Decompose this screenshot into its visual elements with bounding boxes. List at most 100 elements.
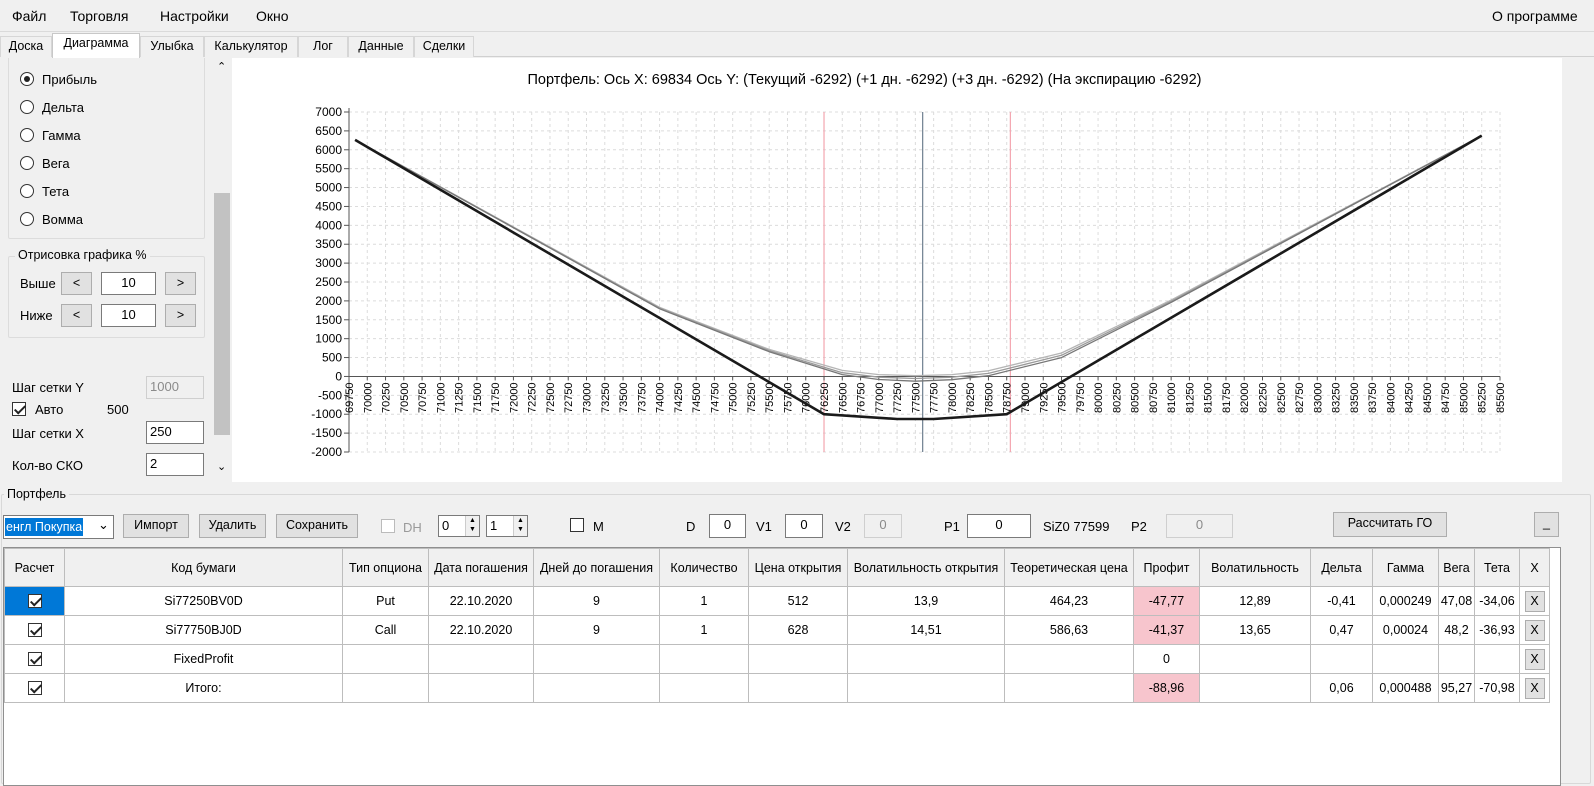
remove-row-button[interactable]: X: [1524, 619, 1545, 641]
remove-row-button[interactable]: X: [1524, 648, 1545, 670]
scroll-down-icon[interactable]: ⌄: [217, 461, 227, 473]
tab-deals[interactable]: Сделки: [414, 36, 474, 57]
spin-arrows-icon[interactable]: ▲ ▼: [513, 516, 527, 536]
column-header[interactable]: Гамма: [1372, 548, 1439, 587]
table-cell: 14,51: [847, 615, 1005, 645]
sko-field[interactable]: 2: [146, 453, 204, 476]
x-tick-label: 75000: [728, 382, 740, 413]
calc-checkbox-cell[interactable]: [4, 644, 65, 674]
x-tick-label: 77500: [910, 382, 922, 413]
remove-row-button[interactable]: X: [1524, 677, 1545, 699]
p2-field[interactable]: 0: [1166, 514, 1233, 538]
menu-window[interactable]: Окно: [256, 8, 289, 24]
table-row[interactable]: FixedProfit 0 X: [4, 644, 1550, 674]
p1-field[interactable]: 0: [967, 514, 1031, 538]
v2-field[interactable]: 0: [864, 514, 902, 538]
above-value-field[interactable]: 10: [101, 272, 156, 295]
x-tick-label: 73500: [618, 382, 630, 413]
spin-value: 1: [490, 518, 498, 533]
scroll-up-icon[interactable]: ⌃: [217, 61, 227, 73]
radio-profit[interactable]: Прибыль: [20, 70, 140, 90]
remove-cell[interactable]: X: [1519, 615, 1550, 645]
calc-checkbox-cell[interactable]: [4, 673, 65, 703]
table-cell: [847, 673, 1005, 703]
tab-diagram[interactable]: Диаграмма: [52, 33, 140, 58]
auto-checkbox[interactable]: [12, 402, 26, 416]
calc-checkbox[interactable]: [27, 652, 42, 667]
remove-cell[interactable]: X: [1519, 673, 1550, 703]
column-header[interactable]: Тета: [1474, 548, 1520, 587]
calc-checkbox[interactable]: [27, 681, 42, 696]
grid-y-field[interactable]: 1000: [146, 376, 204, 399]
calc-checkbox-cell[interactable]: [4, 615, 65, 645]
spin-field-1[interactable]: 0 ▲ ▼: [438, 515, 480, 537]
strategy-select[interactable]: енгл Покупка ⌄: [3, 515, 114, 539]
calc-margin-button[interactable]: Рассчитать ГО: [1333, 512, 1447, 537]
x-tick-label: 77000: [874, 382, 886, 413]
m-checkbox[interactable]: [570, 518, 584, 532]
radio-button-icon: [20, 156, 34, 170]
dh-checkbox[interactable]: [381, 519, 395, 533]
below-decrease-button[interactable]: <: [61, 304, 92, 327]
below-increase-button[interactable]: >: [165, 304, 196, 327]
menu-about[interactable]: О программе: [1492, 8, 1578, 24]
column-header[interactable]: Дельта: [1310, 548, 1373, 587]
remove-row-button[interactable]: X: [1524, 590, 1545, 612]
column-header[interactable]: Расчет: [4, 548, 65, 587]
delete-button[interactable]: Удалить: [199, 514, 266, 538]
calc-checkbox[interactable]: [27, 594, 42, 609]
x-tick-label: 73250: [600, 382, 612, 413]
table-row[interactable]: Si77750BJ0D Call 22.10.2020 9 1 628 14,51 586,6…: [4, 615, 1550, 645]
menu-file[interactable]: Файл: [12, 8, 47, 24]
menu-settings[interactable]: Настройки: [160, 8, 229, 24]
remove-cell[interactable]: X: [1519, 644, 1550, 674]
above-increase-button[interactable]: >: [165, 272, 196, 295]
column-header[interactable]: Вега: [1438, 548, 1475, 587]
column-header[interactable]: Волатильность открытия: [847, 548, 1005, 587]
y-tick-label: 3500: [315, 237, 342, 251]
settings-scrollbar[interactable]: ⌃ ⌄: [213, 58, 231, 482]
table-row[interactable]: Si77250BV0D Put 22.10.2020 9 1 512 13,9 464,23-…: [4, 586, 1550, 616]
minimize-panel-button[interactable]: _: [1534, 512, 1559, 537]
radio-vomma[interactable]: Вомма: [20, 210, 140, 230]
column-header[interactable]: Дата погашения: [428, 548, 534, 587]
column-header[interactable]: X: [1519, 548, 1550, 587]
tab-log[interactable]: Лог: [298, 36, 348, 57]
import-button[interactable]: Импорт: [123, 514, 189, 538]
tab-calculator[interactable]: Калькулятор: [204, 36, 298, 57]
x-tick-label: 81250: [1184, 382, 1196, 413]
x-tick-label: 72500: [545, 382, 557, 413]
tab-board[interactable]: Доска: [0, 36, 52, 57]
column-header[interactable]: Дней до погашения: [533, 548, 660, 587]
column-header[interactable]: Цена открытия: [748, 548, 848, 587]
spin-field-2[interactable]: 1 ▲ ▼: [486, 515, 528, 537]
x-tick-label: 78000: [947, 382, 959, 413]
save-button[interactable]: Сохранить: [276, 514, 358, 538]
menu-trading[interactable]: Торговля: [70, 8, 129, 24]
column-header[interactable]: Тип опциона: [342, 548, 429, 587]
column-header[interactable]: Теоретическая цена: [1004, 548, 1134, 587]
column-header[interactable]: Профит: [1133, 548, 1200, 587]
tab-smile[interactable]: Улыбка: [140, 36, 204, 57]
radio-vega[interactable]: Вега: [20, 154, 140, 174]
calc-checkbox[interactable]: [27, 623, 42, 638]
below-value-field[interactable]: 10: [101, 304, 156, 327]
grid-x-field[interactable]: 250: [146, 421, 204, 444]
calc-checkbox-cell[interactable]: [4, 586, 65, 616]
radio-gamma[interactable]: Гамма: [20, 126, 140, 146]
radio-theta[interactable]: Тета: [20, 182, 140, 202]
table-row[interactable]: Итого: -88,96 0,06 0,000488 95,27 -70,98 X: [4, 673, 1550, 703]
y-tick-label: 5000: [315, 181, 342, 195]
v1-field[interactable]: 0: [785, 514, 823, 538]
tab-data[interactable]: Данные: [348, 36, 414, 57]
radio-delta[interactable]: Дельта: [20, 98, 140, 118]
column-header[interactable]: Волатильность: [1199, 548, 1311, 587]
column-header[interactable]: Количество: [659, 548, 749, 587]
d-field[interactable]: 0: [709, 514, 746, 538]
remove-cell[interactable]: X: [1519, 586, 1550, 616]
spin-arrows-icon[interactable]: ▲ ▼: [465, 516, 479, 536]
column-header[interactable]: Код бумаги: [64, 548, 343, 587]
above-decrease-button[interactable]: <: [61, 272, 92, 295]
scrollbar-thumb[interactable]: [214, 193, 230, 435]
radio-button-icon: [20, 212, 34, 226]
